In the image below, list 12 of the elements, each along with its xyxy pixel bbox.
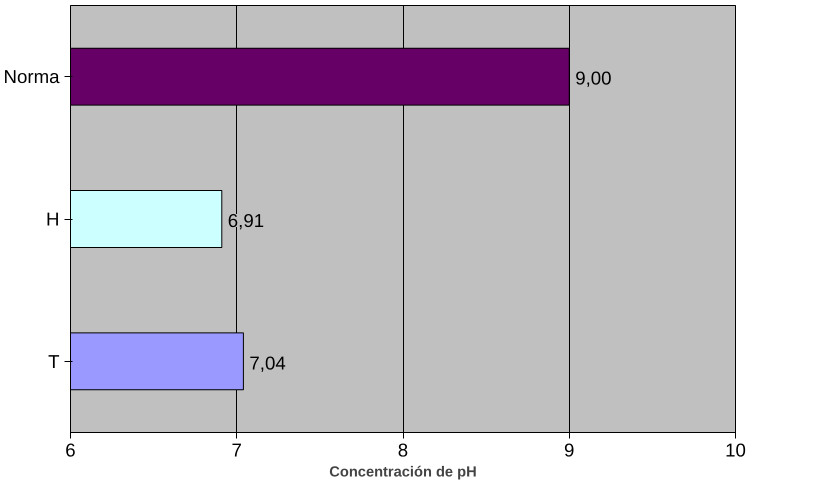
x-tick-label: 7 [232,440,242,460]
y-tick-label: H [46,208,60,230]
data-label: 7,04 [249,352,286,374]
x-tick-label: 8 [398,440,408,460]
x-axis-title: Concentración de pH [329,464,477,480]
x-tick-label: 9 [564,440,574,460]
data-label: 9,00 [575,68,612,89]
data-label: 6,91 [228,210,264,231]
y-tick-label: Norma [4,66,60,88]
x-tick-label: 6 [65,440,76,460]
x-tick-label: 10 [725,440,746,460]
y-tick-label: T [48,350,60,372]
